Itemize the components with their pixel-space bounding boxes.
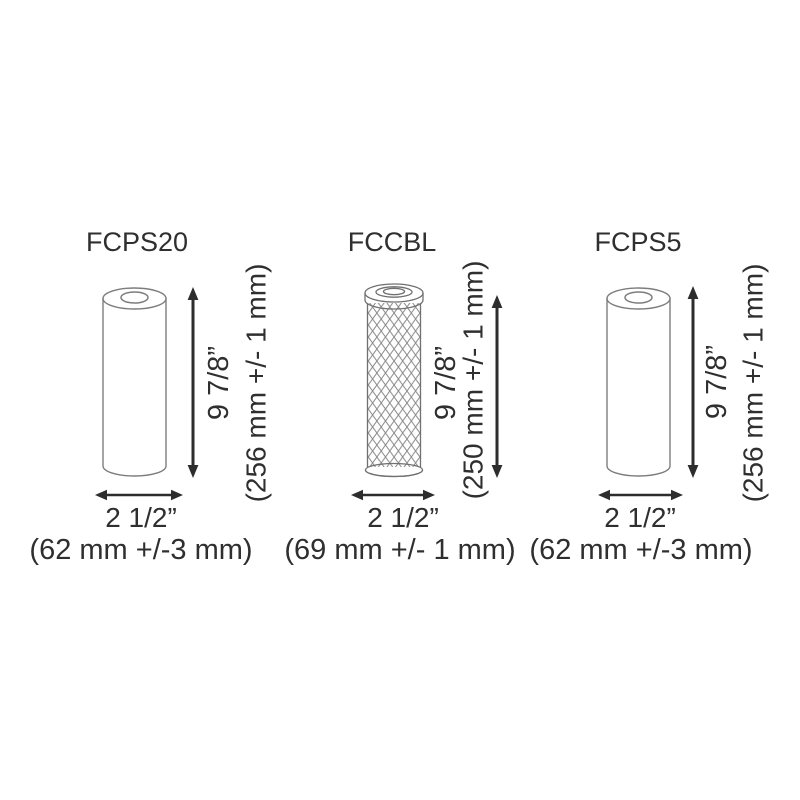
- height-mm-text: (250 mm +/- 1 mm): [457, 260, 489, 500]
- width-mm-text: (69 mm +/- 1 mm): [284, 534, 516, 566]
- smooth-cartridge-drawing: [102, 287, 167, 477]
- height-inches-text: 9 7/8”: [700, 344, 733, 420]
- width-inches-text: 2 1/2”: [604, 502, 676, 533]
- vertical-dimension-arrow-icon: [187, 287, 199, 478]
- width-mm-text: (62 mm +/-3 mm): [29, 534, 253, 566]
- width-mm-text: (62 mm +/-3 mm): [529, 534, 753, 566]
- cartridge-label: FCPS5: [594, 227, 682, 257]
- smooth-cartridge-drawing: [606, 287, 671, 477]
- width-inches-text: 2 1/2”: [105, 502, 177, 533]
- horizontal-dimension-arrow-icon: [598, 489, 683, 501]
- height-inches-text: 9 7/8”: [202, 345, 235, 421]
- vertical-dimension-arrow-icon: [687, 286, 699, 478]
- mesh-cartridge-drawing: [364, 283, 424, 478]
- horizontal-dimension-arrow-icon: [351, 489, 435, 501]
- cartridge-label: FCCBL: [347, 227, 437, 257]
- width-inches-text: 2 1/2”: [367, 502, 439, 533]
- height-mm-text: (256 mm +/- 1 mm): [240, 263, 272, 503]
- cartridge-label: FCPS20: [85, 227, 189, 257]
- horizontal-dimension-arrow-icon: [95, 489, 183, 501]
- height-mm-text: (256 mm +/- 1 mm): [737, 263, 769, 503]
- vertical-dimension-arrow-icon: [491, 295, 503, 478]
